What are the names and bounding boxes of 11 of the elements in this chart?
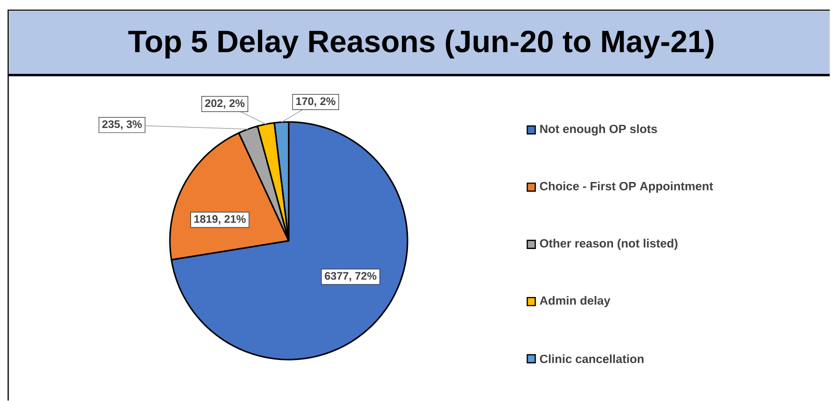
legend-label: Clinic cancellation: [540, 354, 644, 364]
chart-title: Top 5 Delay Reasons (Jun-20 to May-21): [128, 30, 714, 58]
legend-label: Not enough OP slots: [540, 124, 657, 136]
legend-label: Admin delay: [540, 296, 610, 308]
data-label: 170, 2%: [296, 97, 336, 107]
data-label: 6377, 72%: [324, 272, 376, 282]
data-label: 235, 3%: [102, 120, 142, 130]
data-label: 1819, 21%: [194, 215, 246, 224]
data-label: 202, 2%: [205, 99, 245, 109]
legend-label: Choice - First OP Appointment: [540, 182, 714, 193]
legend-label: Other reason (not listed): [540, 238, 678, 250]
